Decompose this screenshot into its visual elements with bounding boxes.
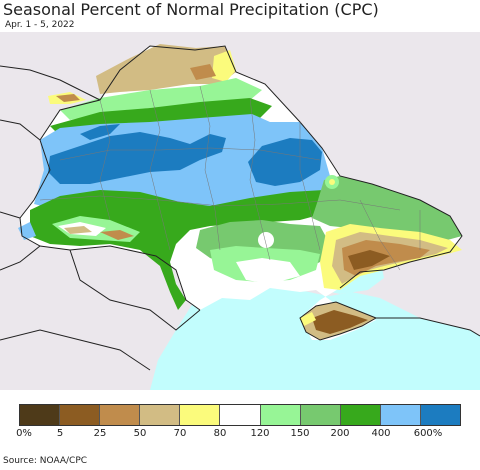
zone-tan-pocket bbox=[190, 64, 216, 80]
zone-lightblue-sw bbox=[18, 222, 36, 240]
legend-tick-label: 70 bbox=[173, 428, 187, 439]
legend-tick-label: 80 bbox=[213, 428, 227, 439]
data-source: Source: NOAA/CPC bbox=[3, 456, 88, 466]
legend-color-bar bbox=[19, 404, 461, 426]
crimea-brown bbox=[312, 310, 368, 334]
legend-tick-label: 50 bbox=[133, 428, 147, 439]
legend-tick-label: 150 bbox=[290, 428, 310, 439]
zone-tan-sw bbox=[64, 226, 92, 234]
zone-white-south bbox=[236, 258, 300, 284]
legend-swatch bbox=[140, 405, 181, 425]
zone-darkbrown-east bbox=[348, 250, 390, 270]
legend-swatch bbox=[60, 405, 101, 425]
legend-tick-label: 5 bbox=[56, 428, 64, 439]
zone-blue-east bbox=[248, 138, 322, 186]
legend: 0% 5 25 50 70 80 120 150 200 400 600% bbox=[0, 404, 480, 442]
legend-tick-label: 200 bbox=[330, 428, 350, 439]
legend-tick-label: 400 bbox=[371, 428, 391, 439]
legend-swatch bbox=[180, 405, 221, 425]
zone-brown-north bbox=[96, 44, 236, 94]
legend-tick-label: 600% bbox=[413, 428, 443, 439]
country-borders bbox=[0, 45, 480, 371]
zone-white-spot-center bbox=[258, 232, 274, 248]
zone-blue-northwest bbox=[80, 124, 120, 140]
zone-tan-west bbox=[56, 94, 80, 102]
oblast-borders bbox=[39, 85, 421, 271]
legend-swatch bbox=[20, 405, 61, 425]
legend-tick-label: 25 bbox=[93, 428, 107, 439]
legend-swatch bbox=[420, 405, 461, 425]
legend-tick-label: 0% bbox=[16, 428, 32, 439]
map-date-range: Apr. 1 - 5, 2022 bbox=[5, 20, 75, 30]
legend-swatch bbox=[300, 405, 341, 425]
zone-yellow-spot-east bbox=[329, 179, 335, 185]
zone-lightgreen-north bbox=[60, 78, 262, 120]
zone-blue-west bbox=[48, 132, 226, 184]
legend-swatch bbox=[380, 405, 421, 425]
zone-tan-sw2 bbox=[100, 230, 134, 240]
precipitation-map bbox=[0, 32, 480, 390]
legend-tick-label: 120 bbox=[250, 428, 270, 439]
crimea-yellow bbox=[300, 312, 316, 326]
legend-swatch bbox=[340, 405, 381, 425]
legend-swatch bbox=[220, 405, 261, 425]
legend-swatch bbox=[260, 405, 301, 425]
legend-swatch bbox=[100, 405, 141, 425]
map-title: Seasonal Percent of Normal Precipitation… bbox=[3, 0, 379, 19]
